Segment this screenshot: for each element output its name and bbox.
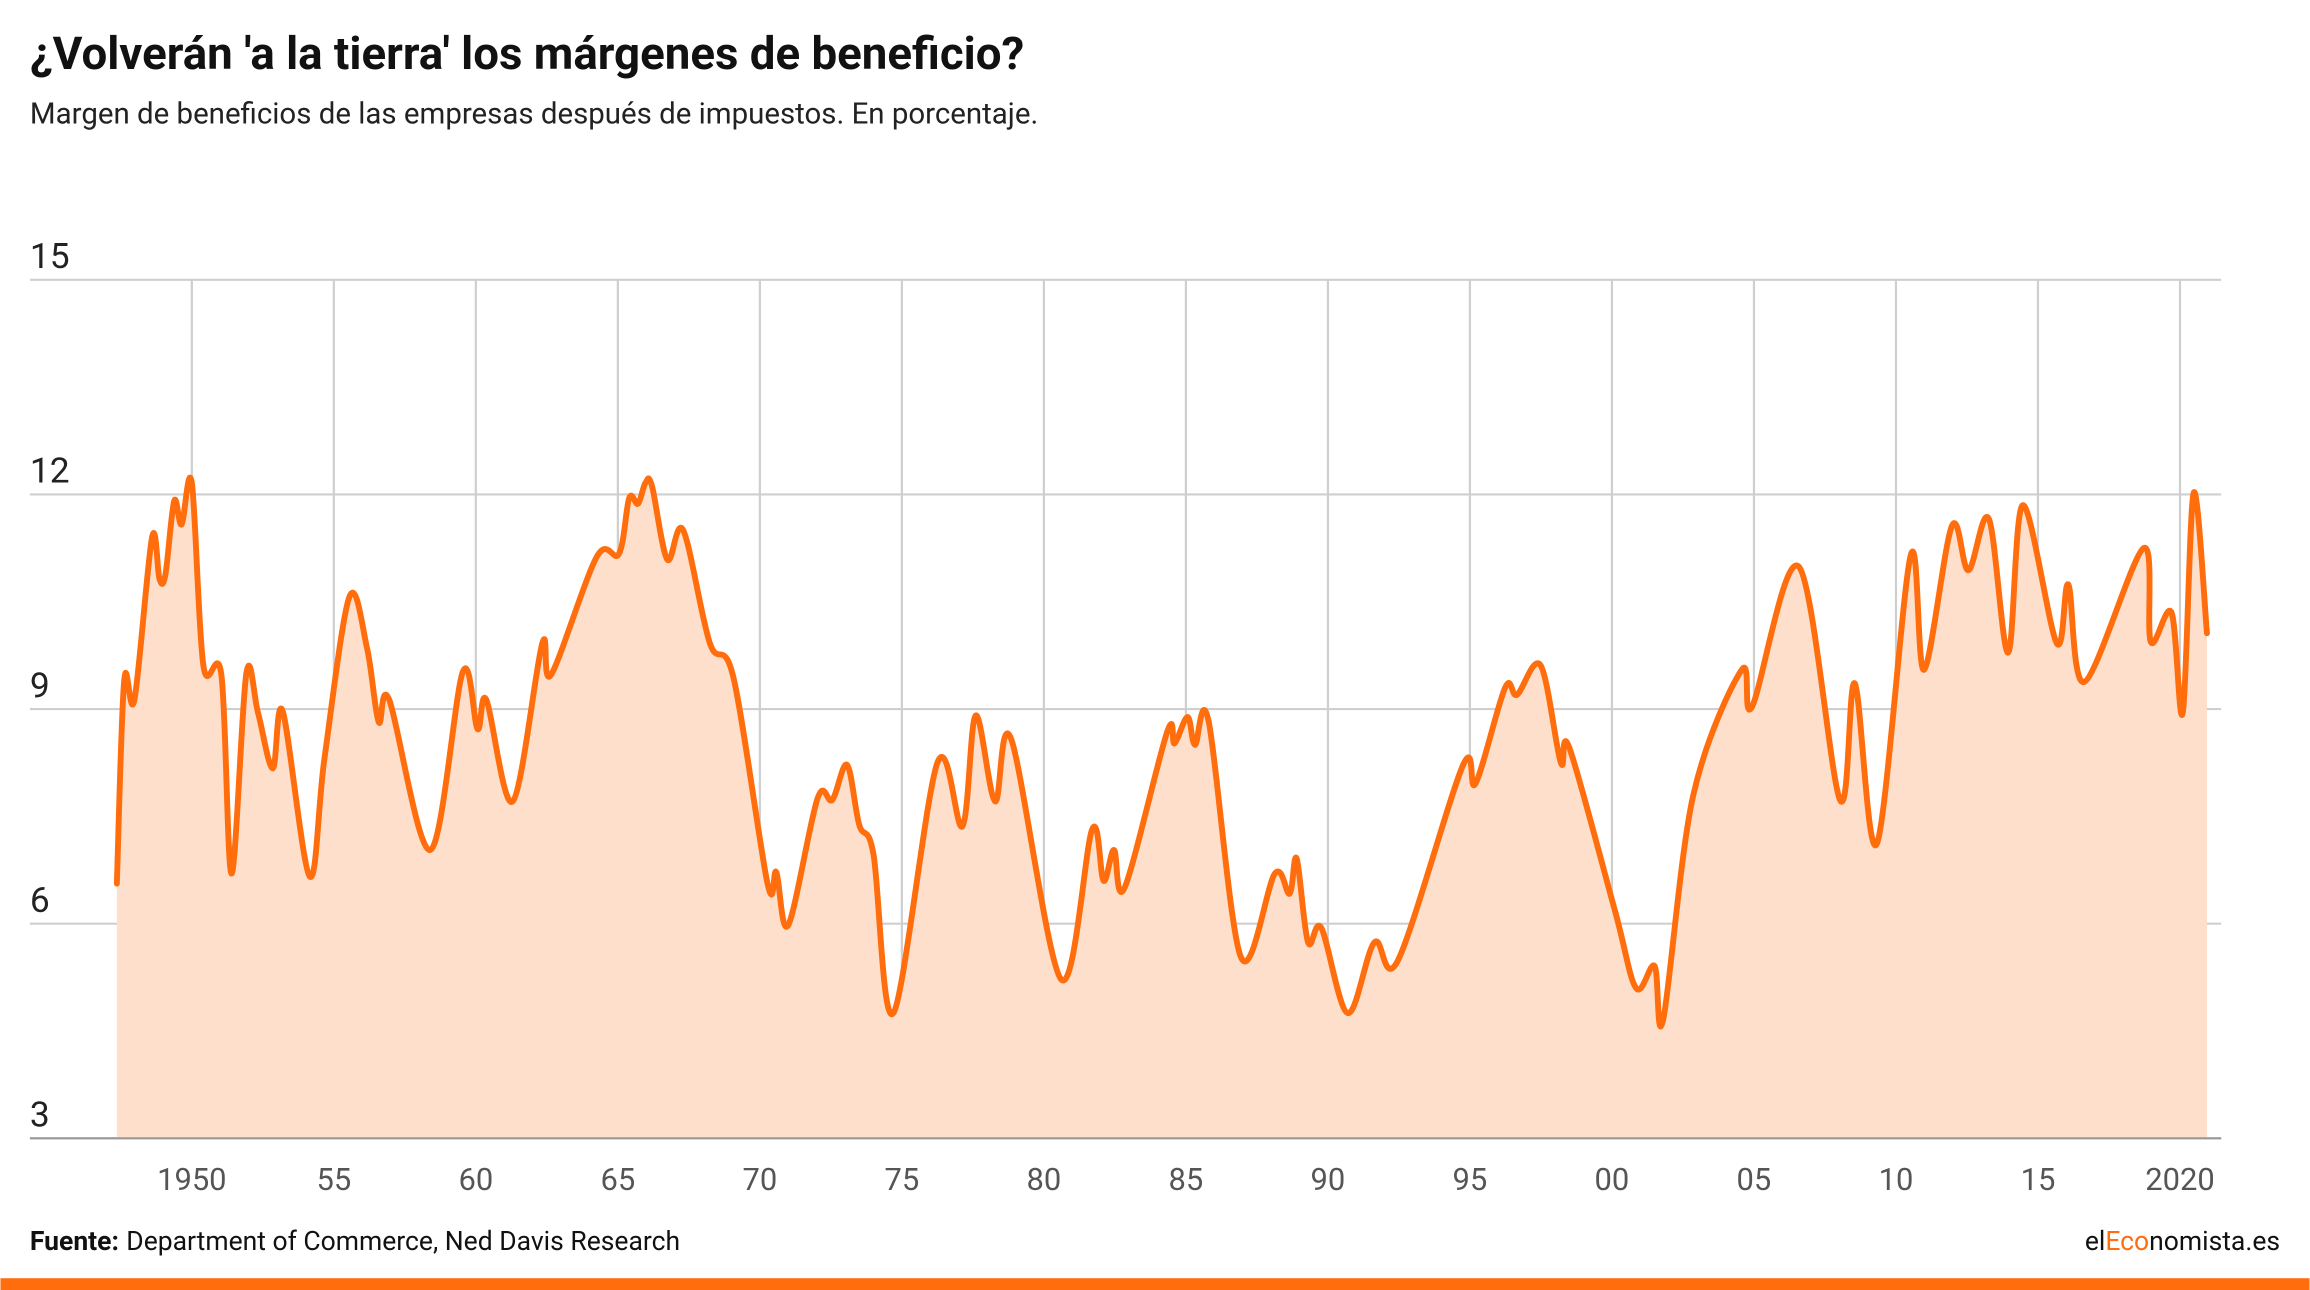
y-tick-label: 3 xyxy=(30,1094,50,1136)
chart-title: ¿Volverán 'a la tierra' los márgenes de … xyxy=(30,28,1024,81)
y-tick-label: 12 xyxy=(30,450,70,492)
x-tick-label: 80 xyxy=(1027,1161,1062,1198)
x-tick-label: 15 xyxy=(2021,1161,2056,1198)
source: Department of Commerce, Ned Davis Resear… xyxy=(126,1226,680,1257)
x-tick-label: 75 xyxy=(885,1161,920,1198)
x-tick-label: 00 xyxy=(1595,1161,1630,1198)
y-tick-label: 15 xyxy=(30,235,70,277)
x-tick-label: 2020 xyxy=(2145,1161,2214,1198)
brand-part: nomista.es xyxy=(2149,1226,2280,1257)
source-note: Fuente: Department of Commerce, Ned Davis… xyxy=(30,1226,680,1257)
x-tick-label: 90 xyxy=(1311,1161,1346,1198)
plot xyxy=(113,474,2210,1139)
x-tick-label: 85 xyxy=(1169,1161,1204,1198)
brand-part: el xyxy=(2085,1226,2105,1257)
y-tick-label: 6 xyxy=(30,879,50,921)
x-tick-label: 10 xyxy=(1879,1161,1914,1198)
source-label: Fuente: xyxy=(30,1226,119,1257)
x-tick-label: 1950 xyxy=(157,1161,226,1198)
x-tick-label: 70 xyxy=(742,1161,777,1198)
area xyxy=(116,477,2207,1139)
x-tick-label: 05 xyxy=(1737,1161,1772,1198)
brand: elEconomista.es xyxy=(2085,1226,2280,1257)
chart-subtitle: Margen de beneficios de las empresas des… xyxy=(30,98,1038,132)
line xyxy=(113,474,2210,1030)
brand-part: Eco xyxy=(2105,1226,2149,1257)
axes: 3 6 9 12 15 1950 55 60 65 70 75 80 85 90 95 00 05 10 15 202… xyxy=(29,235,2222,1198)
x-tick-label: 60 xyxy=(458,1161,493,1198)
x-tick-label: 95 xyxy=(1453,1161,1488,1198)
x-tick-label: 65 xyxy=(600,1161,635,1198)
x-tick-label: 55 xyxy=(316,1161,351,1198)
y-tick-label: 9 xyxy=(30,664,50,706)
bottom-bar xyxy=(0,1278,2310,1290)
